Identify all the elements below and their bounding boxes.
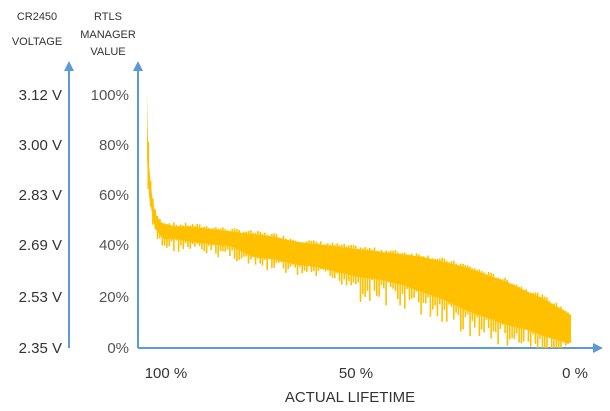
x-tick-label: 50 % (339, 365, 373, 382)
voltage-tick-label: 2.69 V (19, 237, 62, 254)
x-axis-label: ACTUAL LIFETIME (285, 389, 415, 406)
percent-axis-header-line-3: VALUE (90, 46, 125, 58)
voltage-tick-label: 2.83 V (19, 187, 62, 204)
x-tick-label: 100 % (145, 365, 188, 382)
percent-axis-header-line-1: RTLS (94, 11, 122, 23)
percent-tick-label: 40% (99, 237, 129, 254)
voltage-tick-label: 3.12 V (19, 87, 62, 104)
x-tick-label: 0 % (562, 365, 588, 382)
percent-tick-label: 100% (91, 87, 129, 104)
percent-tick-label: 80% (99, 137, 129, 154)
percent-axis-header-line-2: MANAGER (80, 29, 136, 41)
voltage-tick-label: 3.00 V (19, 137, 62, 154)
percent-tick-label: 60% (99, 187, 129, 204)
series-layer (147, 95, 571, 348)
voltage-tick-label: 2.53 V (19, 289, 62, 306)
voltage-axis-header-line-1: CR2450 (17, 11, 57, 23)
voltage-tick-label: 2.35 V (19, 340, 62, 357)
voltage-axis-header-line-2: VOLTAGE (12, 36, 62, 48)
percent-tick-label: 0% (107, 340, 129, 357)
percent-tick-label: 20% (99, 289, 129, 306)
